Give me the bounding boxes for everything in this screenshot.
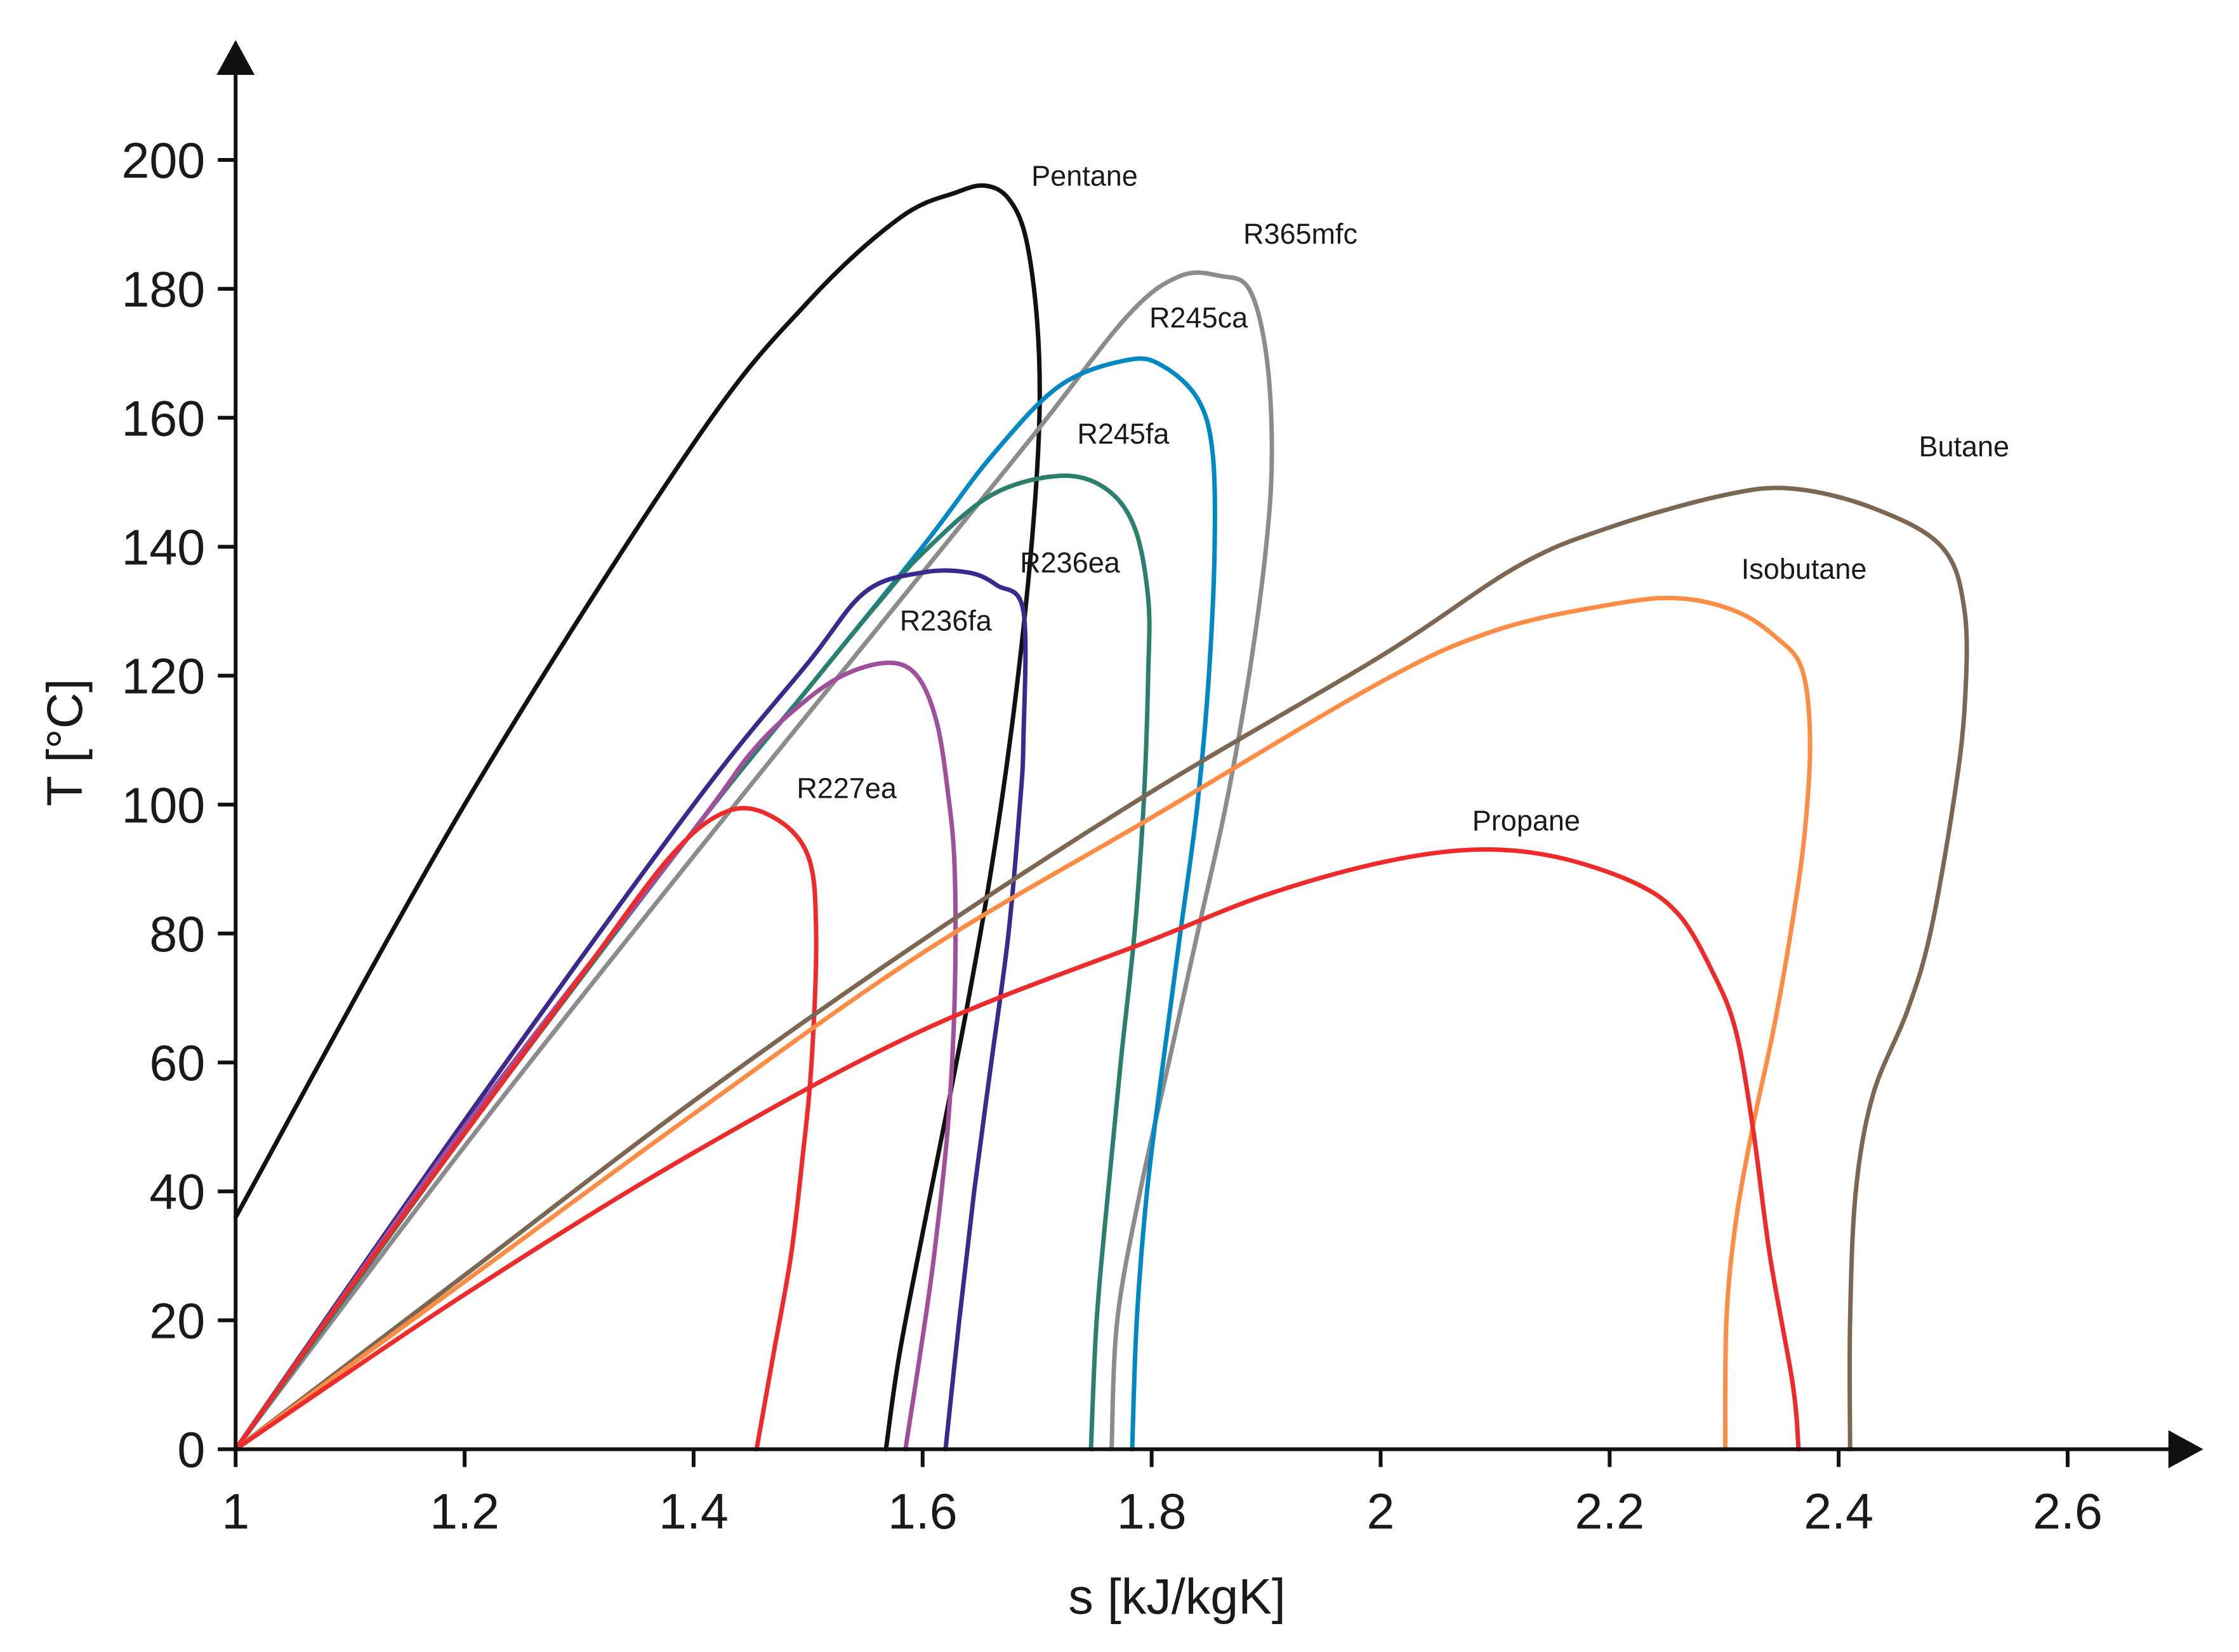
series-line-r365mfc (233, 270, 1274, 1451)
series-line-pentane (233, 183, 1042, 1451)
series-label-r236ea: R236ea (1020, 546, 1121, 579)
series-line-r227ea (233, 805, 819, 1451)
y-tick-label: 80 (149, 906, 205, 962)
x-tick-label: 2.4 (1804, 1483, 1873, 1540)
x-tick-label: 2.2 (1575, 1483, 1644, 1540)
y-tick-label: 60 (149, 1034, 205, 1091)
series-line-butane (233, 486, 1969, 1451)
series-line-r236ea (233, 568, 1028, 1451)
y-tick-label: 120 (121, 648, 205, 704)
y-tick-label: 100 (121, 777, 205, 833)
x-tick-label: 1 (221, 1483, 249, 1540)
y-tick-label: 160 (121, 390, 205, 446)
series-label-r245ca: R245ca (1149, 301, 1248, 334)
y-tick-label: 140 (121, 519, 205, 575)
x-tick-label: 1.8 (1117, 1483, 1187, 1540)
curve-labels-layer: Pentane R365mfc R245ca R245fa R236ea R236fa R2… (796, 160, 2009, 837)
series-label-isobutane: Isobutane (1741, 553, 1867, 585)
y-tick-label: 200 (121, 132, 205, 188)
x-tick-label: 1.2 (430, 1483, 499, 1540)
x-tick-label: 1.4 (659, 1483, 729, 1540)
series-line-propane (233, 847, 1801, 1451)
series-label-propane: Propane (1472, 804, 1580, 836)
series-line-isobutane (233, 595, 1813, 1451)
x-tick-label: 2 (1367, 1483, 1395, 1540)
series-label-r236fa: R236fa (900, 604, 993, 637)
series-label-pentane: Pentane (1031, 160, 1138, 192)
ticks-layer: 1 1.2 1.4 1.6 1.8 2 2.2 2.4 2.6 0 20 40 60 80 100 120 14… (121, 132, 2102, 1540)
y-tick-label: 20 (149, 1292, 205, 1349)
x-tick-label: 1.6 (888, 1483, 958, 1540)
y-tick-label: 180 (121, 261, 205, 317)
series-label-r227ea: R227ea (796, 772, 897, 805)
y-tick-label: 0 (177, 1422, 205, 1478)
y-axis-title: T [°C] (36, 678, 93, 806)
y-axis-arrow (216, 39, 255, 75)
series-label-butane: Butane (1919, 430, 2009, 463)
x-axis-arrow (2168, 1430, 2203, 1469)
axes-layer (216, 39, 2203, 1469)
series-label-r245fa: R245fa (1077, 418, 1170, 450)
x-tick-label: 2.6 (2033, 1483, 2103, 1540)
series-label-r365mfc: R365mfc (1243, 218, 1357, 250)
y-tick-label: 40 (149, 1163, 205, 1220)
x-axis-title: s [kJ/kgK] (1068, 1568, 1285, 1624)
curves-layer (233, 183, 1969, 1451)
